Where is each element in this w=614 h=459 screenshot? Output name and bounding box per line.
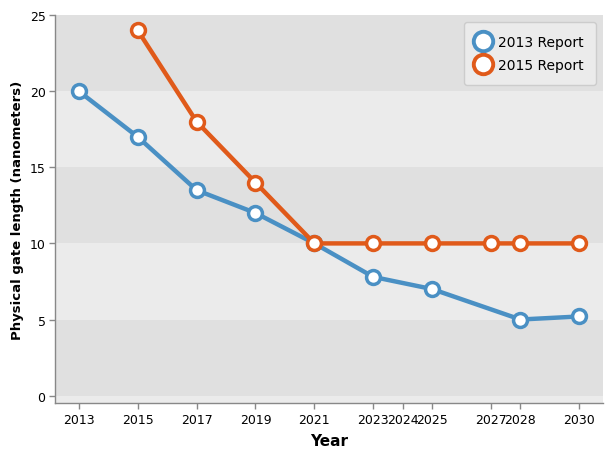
2013 Report [576, 314, 583, 319]
Bar [55, 16, 603, 92]
2015 Report [134, 28, 141, 34]
Bar [55, 168, 603, 244]
2015 Report [429, 241, 436, 246]
Y-axis label: Physical gate length (nanometers): Physical gate length (nanometers) [11, 80, 24, 339]
2013 Report [517, 317, 524, 323]
Bar [55, 92, 603, 168]
2015 Report [252, 180, 259, 186]
2013 Report [75, 89, 82, 95]
2015 Report [517, 241, 524, 246]
2013 Report [311, 241, 318, 246]
2013 Report [193, 188, 200, 194]
Line: 2013 Report: 2013 Report [72, 85, 586, 327]
Line: 2015 Report: 2015 Report [131, 24, 586, 251]
2013 Report [252, 211, 259, 216]
2015 Report [311, 241, 318, 246]
Legend: 2013 Report, 2015 Report: 2013 Report, 2015 Report [464, 23, 596, 85]
Bar [55, 244, 603, 320]
Bar [55, 320, 603, 396]
2015 Report [193, 120, 200, 125]
2013 Report [370, 274, 377, 280]
X-axis label: Year: Year [310, 433, 348, 448]
2013 Report [429, 287, 436, 292]
2013 Report [134, 135, 141, 140]
2015 Report [370, 241, 377, 246]
2015 Report [576, 241, 583, 246]
2015 Report [488, 241, 495, 246]
